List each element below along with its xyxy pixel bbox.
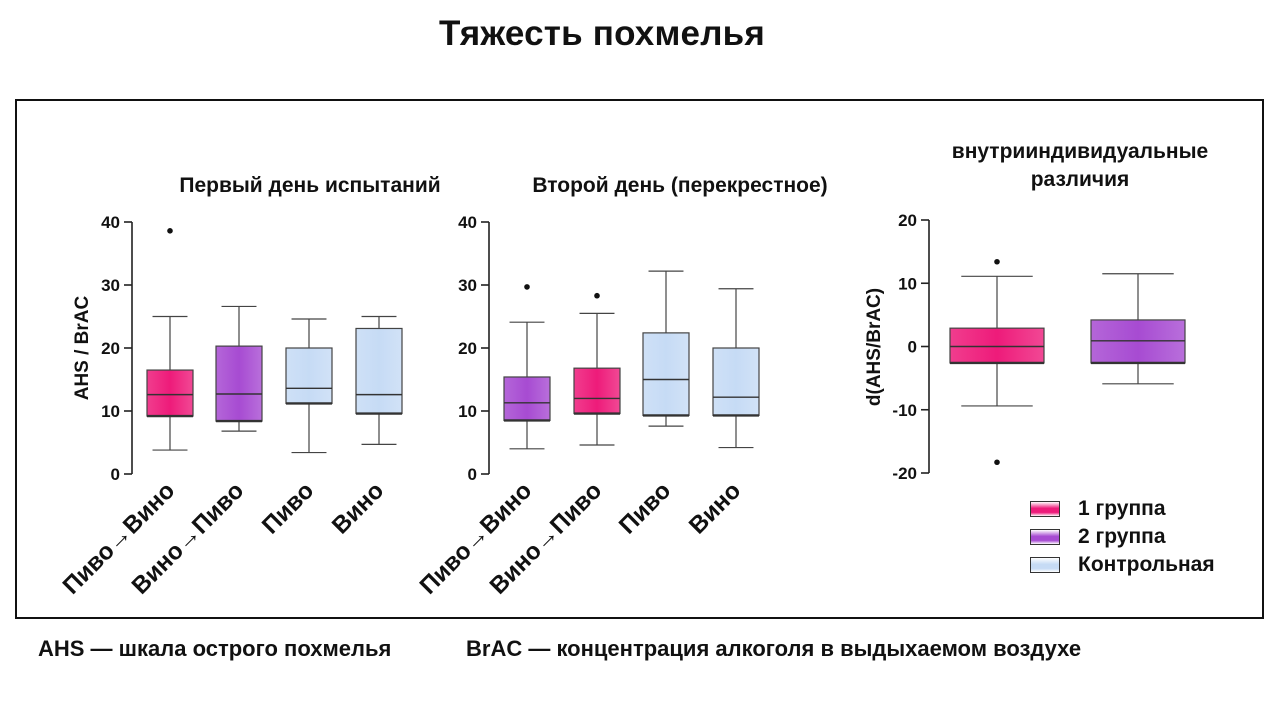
legend-label: Контрольная <box>1078 553 1215 576</box>
y-tick-label: 10 <box>101 402 120 421</box>
outlier-point <box>994 459 1000 466</box>
legend-label: 1 группа <box>1078 497 1166 520</box>
chart-panel-3: внутрииндивидуальныеразличияd(AHS/BrAC)-… <box>864 140 1208 483</box>
box-body <box>573 367 621 415</box>
x-category-label: Вино <box>327 477 389 539</box>
box-body <box>712 347 760 417</box>
footnote-brac: BrAC — концентрация алкоголя в выдыхаемо… <box>466 636 1082 661</box>
box-3 <box>642 270 690 427</box>
outlier-point <box>594 292 600 299</box>
x-category-label: Вино <box>684 477 746 539</box>
legend-item-control: Контрольная <box>1030 551 1215 579</box>
y-tick-label: 30 <box>458 276 477 295</box>
y-tick-label: 0 <box>468 465 477 484</box>
y-tick-label: 20 <box>101 339 120 358</box>
legend-item-group2: 2 группа <box>1030 523 1215 551</box>
box-body <box>215 345 263 422</box>
chart-title: Второй день (перекрестное) <box>532 174 827 197</box>
box-2 <box>573 292 621 446</box>
y-tick-label: 20 <box>898 211 917 230</box>
y-tick-label: 0 <box>111 465 120 484</box>
y-tick-label: 10 <box>458 402 477 421</box>
legend-swatch-control <box>1030 557 1060 573</box>
box-2 <box>1090 273 1186 385</box>
chart-panel-1: Первый день испытаний AHS / BrAC 0 10 20 30 40… <box>58 174 441 600</box>
y-tick-label: 30 <box>101 276 120 295</box>
box-body <box>285 347 333 405</box>
box-4 <box>712 288 760 449</box>
box-body <box>503 376 551 422</box>
y-tick-label: 0 <box>908 338 917 357</box>
chart-title: различия <box>1031 168 1130 191</box>
box-1 <box>949 258 1045 466</box>
legend-swatch-group1 <box>1030 501 1060 517</box>
outlier-point <box>524 284 530 290</box>
y-axis-label: d(AHS/BrAC) <box>864 288 885 406</box>
y-axis-label: AHS / BrAC <box>72 295 93 400</box>
box-1 <box>503 284 551 450</box>
box-4 <box>355 315 403 445</box>
chart-title: внутрииндивидуальные <box>952 140 1208 163</box>
page-title: Тяжесть похмелья <box>439 14 765 53</box>
legend-label: 2 группа <box>1078 525 1166 548</box>
box-2 <box>215 305 263 432</box>
y-tick-label: -10 <box>892 401 917 420</box>
footnote-ahs: AHS — шкала острого похмелья <box>38 636 392 661</box>
box-1 <box>146 228 194 451</box>
legend: 1 группа 2 группа Контрольная <box>1030 495 1215 579</box>
box-3 <box>285 318 333 454</box>
x-category-label: Пиво <box>614 477 676 539</box>
y-tick-label: 40 <box>101 213 120 232</box>
x-category-label: Пиво <box>257 477 319 539</box>
box-body <box>355 327 403 415</box>
y-tick-label: -20 <box>892 464 917 483</box>
box-body <box>146 369 194 417</box>
chart-title: Первый день испытаний <box>179 174 440 197</box>
y-tick-label: 10 <box>898 274 917 293</box>
legend-item-group1: 1 группа <box>1030 495 1215 523</box>
legend-swatch-group2 <box>1030 529 1060 545</box>
outlier-point <box>167 228 173 234</box>
y-tick-label: 40 <box>458 213 477 232</box>
chart-panel-2: Второй день (перекрестное)010203040Пиво→… <box>415 174 828 600</box>
outlier-point <box>994 258 1000 265</box>
box-body <box>949 327 1045 364</box>
box-body <box>642 332 690 417</box>
y-tick-label: 20 <box>458 339 477 358</box>
chart-frame <box>15 99 1264 619</box>
